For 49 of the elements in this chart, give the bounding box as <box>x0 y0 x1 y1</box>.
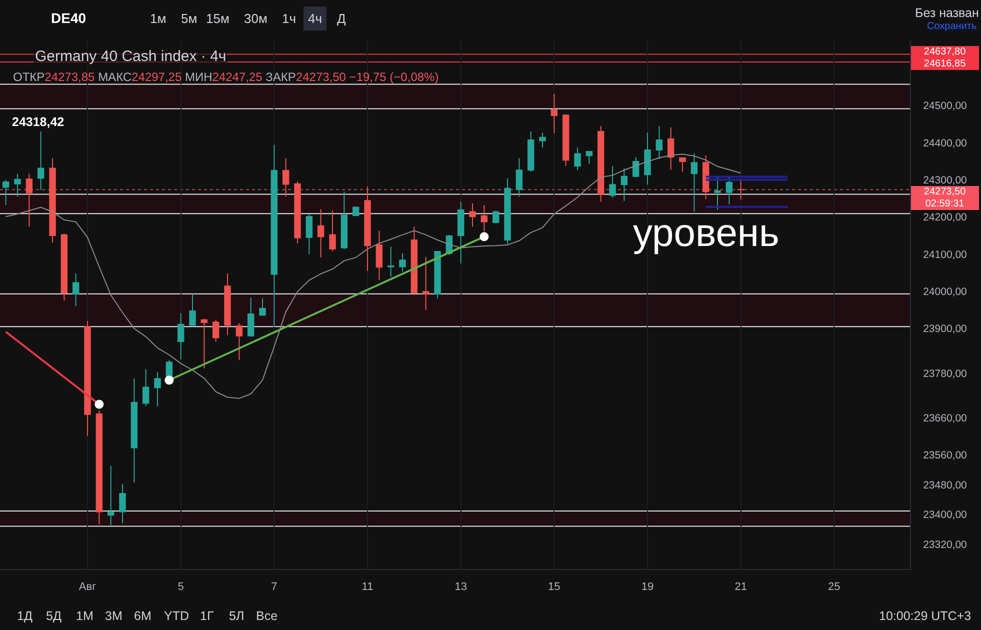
text: 6М <box>134 609 152 623</box>
text: Germany 40 Cash index · 4ч <box>35 48 226 65</box>
text: Все <box>256 609 278 623</box>
text: Д <box>337 11 346 26</box>
ref-line-label: 24637,80 <box>924 46 966 58</box>
text: DE40 <box>51 10 86 26</box>
text: 15м <box>206 11 230 26</box>
text: ОТКР24273,85 МАКС24297,25 МИН24247,25 ЗАКР24273,50 −19,75 (−0,08%) <box>13 70 439 84</box>
text: 1Д <box>17 609 33 623</box>
annotation: 24318,42 <box>12 115 64 129</box>
y-tick-label: 24100,00 <box>923 248 968 261</box>
ref-line-label: 24273,50 02:59:31 <box>924 186 966 210</box>
text: Сохранить <box>927 21 977 32</box>
text: 5Л <box>229 609 244 623</box>
y-tick-label: 23400,00 <box>923 509 968 522</box>
y-tick-label: 23320,00 <box>923 538 968 551</box>
text: 5Д <box>46 609 62 623</box>
annotation: уровень <box>633 212 780 255</box>
y-tick-label: 24000,00 <box>923 286 968 298</box>
y-tick-label: 23560,00 <box>923 450 968 462</box>
y-tick-label: 23900,00 <box>923 323 968 336</box>
x-tick-label: 11 <box>362 581 374 594</box>
x-tick-label: Авг <box>78 581 96 594</box>
text: YTD <box>164 609 189 623</box>
y-tick-label: 24200,00 <box>923 212 968 224</box>
x-tick-label: 19 <box>641 581 654 594</box>
x-tick-label: 25 <box>828 581 840 594</box>
ref-line-label: 24616,85 <box>924 58 966 70</box>
x-tick-label: 7 <box>271 581 278 594</box>
text: 1м <box>150 11 166 26</box>
y-tick-label: 24500,00 <box>923 100 968 112</box>
y-tick-label: 24300,00 <box>923 174 968 186</box>
text: 30м <box>244 11 268 26</box>
text: 10:00:29 UTC+3 <box>879 609 972 623</box>
x-tick-label: 13 <box>454 581 467 594</box>
text: 5м <box>181 11 198 26</box>
text: 1ч <box>282 11 296 26</box>
text: 3М <box>105 609 122 623</box>
text: 1М <box>76 609 94 623</box>
x-tick-label: 5 <box>178 581 184 594</box>
text: 4ч <box>308 11 322 26</box>
text: Без назван <box>915 6 979 20</box>
x-tick-label: 21 <box>734 581 747 594</box>
y-tick-label: 23660,00 <box>923 412 968 424</box>
y-tick-label: 23780,00 <box>923 368 968 380</box>
y-tick-label: 23480,00 <box>923 479 968 492</box>
y-tick-label: 24400,00 <box>923 137 968 150</box>
x-tick-label: 15 <box>548 581 560 594</box>
text: 1Г <box>200 609 214 623</box>
